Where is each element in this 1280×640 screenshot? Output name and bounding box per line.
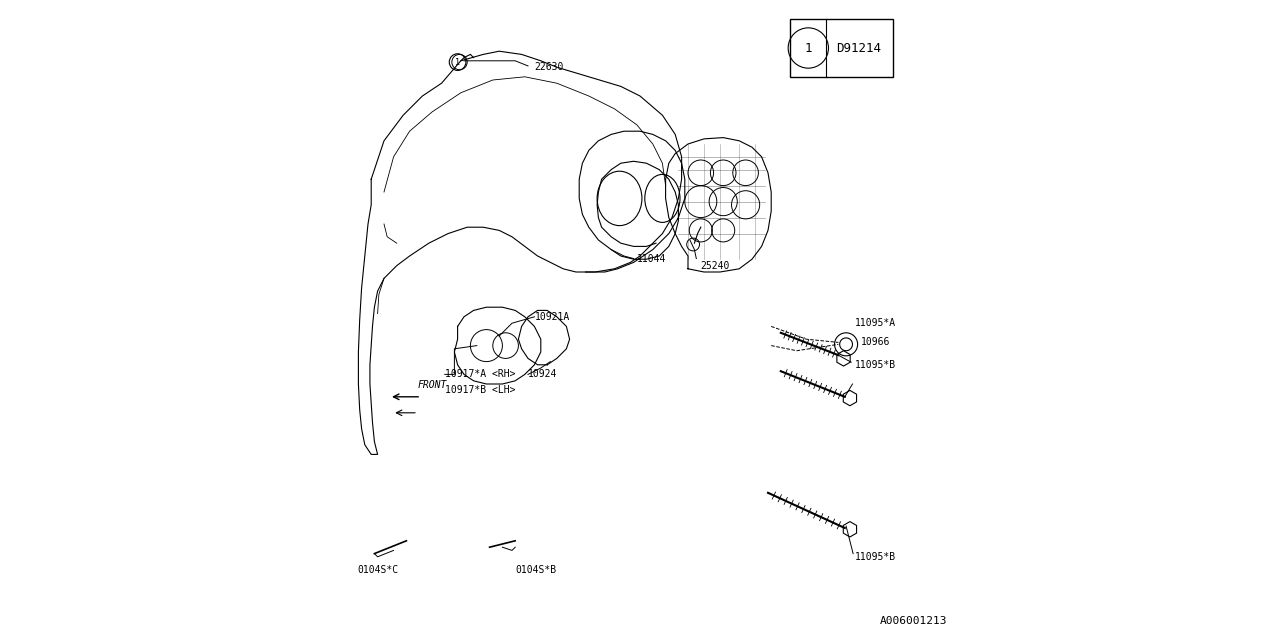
- Text: A006001213: A006001213: [879, 616, 947, 626]
- Text: 11095*A: 11095*A: [855, 318, 896, 328]
- Text: 10924: 10924: [529, 369, 557, 380]
- Text: 25240: 25240: [701, 260, 730, 271]
- Text: 22630: 22630: [535, 62, 563, 72]
- Text: FRONT: FRONT: [417, 380, 447, 390]
- Text: 0104S*C: 0104S*C: [357, 564, 398, 575]
- Text: 10917*A <RH>: 10917*A <RH>: [445, 369, 516, 380]
- Text: 10966: 10966: [860, 337, 890, 348]
- Text: 10921A: 10921A: [535, 312, 570, 322]
- Text: D91214: D91214: [837, 42, 882, 54]
- Text: 0104S*B: 0104S*B: [516, 564, 557, 575]
- Text: 1: 1: [456, 58, 460, 67]
- Text: 1: 1: [805, 42, 812, 54]
- Text: 10917*B <LH>: 10917*B <LH>: [445, 385, 516, 396]
- Text: 11095*B: 11095*B: [855, 552, 896, 562]
- Text: 11044: 11044: [637, 254, 666, 264]
- Text: 11095*B: 11095*B: [855, 360, 896, 370]
